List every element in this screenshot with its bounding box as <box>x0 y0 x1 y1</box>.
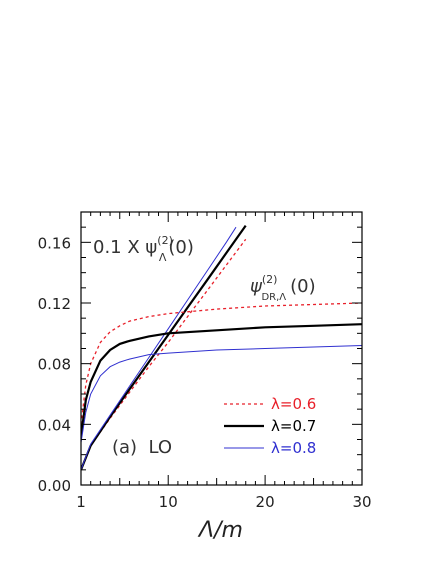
x-tick-label: 20 <box>256 493 275 511</box>
series-line-cutoff-2 <box>81 226 237 470</box>
plot-frame <box>80 211 363 486</box>
dr-curve-label: ψ(2) DR,Λ(0) <box>250 273 316 303</box>
top-curve-label: 0.1 X ψ(2) Λ (0) <box>93 234 194 264</box>
x-tick-label: 30 <box>352 493 371 511</box>
series-line-cutoff-1 <box>81 224 247 471</box>
series-line-dr-5 <box>81 345 362 443</box>
y-tick-label: 0.04 <box>38 416 71 434</box>
series-line-dr-3 <box>81 302 362 425</box>
series-line-dr-4 <box>81 323 362 437</box>
tick-marks <box>80 211 363 486</box>
legend-label: λ=0.6 <box>271 395 316 413</box>
y-tick-label: 0.16 <box>38 234 71 252</box>
legend-label: λ=0.7 <box>271 417 316 435</box>
legend-label: λ=0.8 <box>271 439 316 457</box>
y-tick-label: 0.08 <box>38 356 71 374</box>
tick-labels: 1 10 20 30 0.00 0.04 0.08 0.12 0.16 <box>38 234 372 511</box>
y-tick-label: 0.12 <box>38 295 71 313</box>
panel-label: (a) LO <box>112 437 172 458</box>
y-tick-label: 0.00 <box>38 477 71 495</box>
series-layer <box>81 224 362 471</box>
x-tick-label: 1 <box>76 493 86 511</box>
legend: λ=0.6 λ=0.7 λ=0.8 <box>224 395 316 457</box>
x-axis-label: Λ/m <box>197 518 243 543</box>
x-tick-label: 10 <box>159 493 178 511</box>
